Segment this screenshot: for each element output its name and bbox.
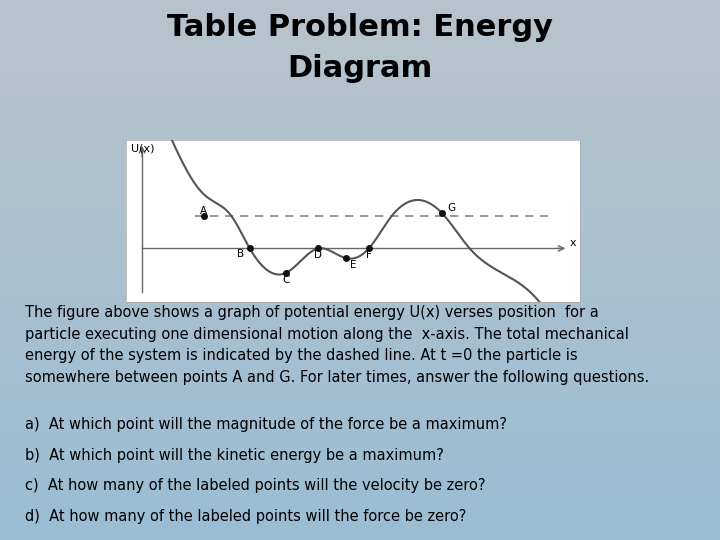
Text: U(x): U(x) bbox=[130, 144, 154, 153]
Text: C: C bbox=[283, 275, 290, 285]
Text: A: A bbox=[200, 206, 207, 215]
Text: F: F bbox=[366, 250, 372, 260]
Text: D: D bbox=[315, 250, 323, 260]
Text: c)  At how many of the labeled points will the velocity be zero?: c) At how many of the labeled points wil… bbox=[25, 478, 486, 494]
Text: d)  At how many of the labeled points will the force be zero?: d) At how many of the labeled points wil… bbox=[25, 509, 467, 524]
Text: E: E bbox=[349, 260, 356, 270]
Text: a)  At which point will the magnitude of the force be a maximum?: a) At which point will the magnitude of … bbox=[25, 417, 507, 432]
Text: The figure above shows a graph of potential energy U(x) verses position  for a
p: The figure above shows a graph of potent… bbox=[25, 305, 649, 385]
Text: G: G bbox=[447, 203, 455, 213]
Text: Table Problem: Energy: Table Problem: Energy bbox=[167, 14, 553, 43]
Text: B: B bbox=[237, 249, 244, 259]
Text: x: x bbox=[570, 238, 576, 248]
Text: Diagram: Diagram bbox=[287, 54, 433, 83]
Text: b)  At which point will the kinetic energy be a maximum?: b) At which point will the kinetic energ… bbox=[25, 448, 444, 463]
